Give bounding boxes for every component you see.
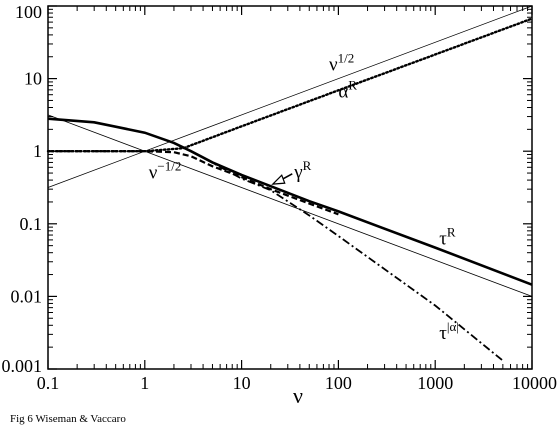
series-label: ν1/2	[329, 50, 354, 75]
series-dotted-line	[46, 17, 534, 153]
plot-area-frame	[47, 5, 533, 370]
y-tick-label: 1	[33, 141, 42, 161]
gamma-arrow-annotation	[271, 173, 293, 185]
x-tick-label: 10000	[512, 373, 557, 393]
y-tick-label: 0.1	[20, 214, 43, 234]
figure-caption: Fig 6 Wiseman & Vaccaro	[10, 413, 126, 425]
series-thin-line	[47, 5, 533, 188]
series-dashed-line	[48, 150, 339, 216]
x-tick-label: 10	[233, 373, 251, 393]
x-tick-label: 0.1	[37, 373, 60, 393]
x-tick-label: 100	[325, 373, 352, 393]
series-thick-line	[47, 117, 533, 286]
series-label: αR	[338, 77, 357, 102]
y-tick-label: 100	[15, 2, 42, 22]
series-label: γR	[293, 158, 311, 183]
series-label: τR	[439, 224, 456, 249]
series-thin-line	[47, 114, 533, 297]
tick-labels: 0.1 1 10 100 1000 10000 0.001 0.01 0.1 1 10 100	[2, 2, 558, 393]
tick-marks	[47, 5, 533, 370]
y-tick-label: 0.01	[11, 286, 43, 306]
arrow-head	[271, 174, 286, 185]
curves-layer	[46, 5, 534, 362]
series-dashdot-line	[190, 150, 504, 362]
y-tick-label: 0.001	[2, 356, 43, 376]
x-tick-label: 1000	[417, 373, 453, 393]
series-label: τ|α|	[439, 319, 459, 344]
series-label: ν−1/2	[149, 159, 182, 184]
x-tick-label: 1	[140, 373, 149, 393]
y-tick-label: 10	[24, 69, 42, 89]
x-axis-label: ν	[293, 383, 303, 408]
curve-labels: ν1/2 ν−1/2 αR γR τR τ|α|	[149, 50, 459, 344]
